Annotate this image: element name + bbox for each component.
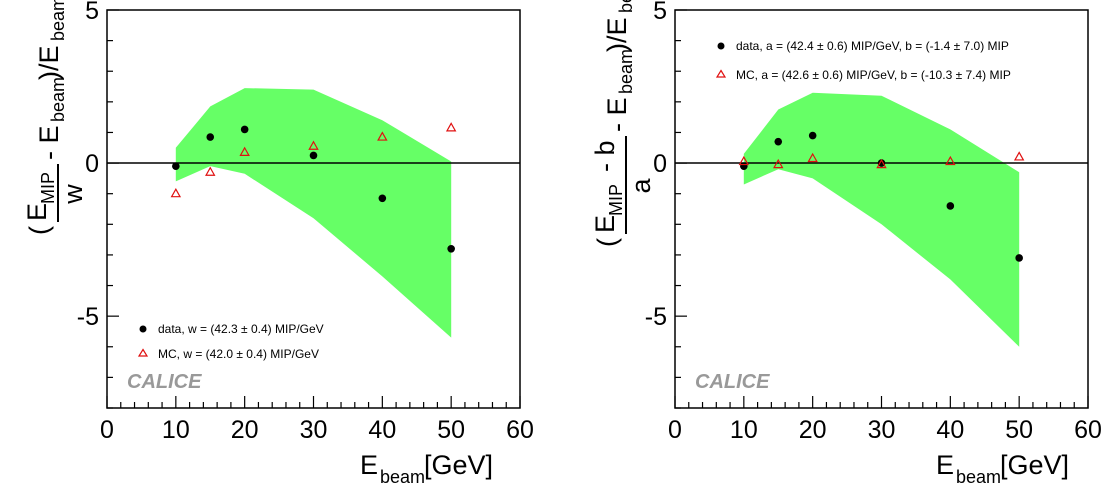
svg-text:- E: - E	[602, 97, 632, 132]
mc-point	[773, 158, 784, 169]
y-axis-label: ( E MIP - b a - E beam )/E beam [%]	[590, 0, 656, 247]
y-axis-label: ( E MIP w - E beam )/E beam [%]	[22, 0, 88, 235]
svg-text:)/E: )/E	[602, 17, 632, 52]
x-axis-label: E beam [GeV]	[360, 450, 493, 487]
svg-text:E: E	[590, 215, 620, 233]
data-point	[808, 131, 817, 140]
x-tick-label: 50	[437, 416, 465, 444]
legend: data, a = (42.4 ± 0.6) MIP/GeV, b = (-1.…	[715, 39, 1011, 82]
legend-mc-label: MC, w = (42.0 ± 0.4) MIP/GeV	[158, 347, 319, 361]
svg-text:beam: beam	[380, 467, 425, 487]
mc-point	[205, 166, 216, 176]
svg-text:beam: beam	[48, 0, 68, 41]
calice-watermark: CALICE	[695, 371, 770, 393]
svg-text:beam: beam	[616, 49, 636, 94]
svg-text:- E: - E	[34, 125, 64, 160]
x-tick-label: 0	[668, 416, 682, 444]
mc-point	[876, 158, 887, 169]
x-tick-label: 0	[100, 416, 114, 444]
mc-point	[738, 155, 750, 166]
legend-mc-label: MC, a = (42.6 ± 0.6) MIP/GeV, b = (-10.3…	[736, 68, 1011, 82]
systematic-band	[175, 88, 452, 338]
legend-mc-marker	[715, 69, 727, 78]
x-tick-label: 40	[936, 416, 964, 444]
y-tick-label: 0	[653, 150, 667, 178]
legend-mc-marker	[137, 348, 149, 357]
x-tick-label: 40	[368, 416, 396, 444]
x-axis-label: E beam [GeV]	[936, 450, 1069, 487]
x-tick-label: 30	[868, 416, 896, 444]
x-tick-label: 10	[730, 416, 758, 444]
x-tick-label: 20	[799, 416, 827, 444]
mc-point	[445, 122, 457, 132]
svg-text:MIP: MIP	[606, 184, 626, 216]
mc-point	[239, 146, 250, 156]
data-point	[309, 151, 318, 160]
mc-point	[170, 187, 182, 198]
x-tick-label: 30	[300, 416, 328, 444]
x-tick-label: 10	[162, 416, 190, 444]
svg-text:[GeV]: [GeV]	[1000, 450, 1069, 480]
svg-text:)/E: )/E	[34, 45, 64, 80]
y-tick-label: 0	[85, 150, 99, 178]
svg-text:beam: beam	[616, 0, 636, 13]
svg-text:(: (	[24, 226, 54, 235]
y-tick-label: 5	[653, 0, 667, 25]
svg-text:beam: beam	[956, 467, 1001, 487]
data-point	[447, 245, 455, 253]
data-point	[946, 202, 955, 210]
data-point	[1015, 254, 1023, 262]
legend-data-label: data, a = (42.4 ± 0.6) MIP/GeV, b = (-1.…	[736, 39, 1009, 53]
svg-text:[GeV]: [GeV]	[424, 450, 493, 480]
data-point	[240, 125, 249, 134]
legend-data-marker	[139, 325, 147, 333]
svg-text:E: E	[936, 450, 954, 480]
svg-text:MIP: MIP	[38, 172, 58, 204]
calice-watermark: CALICE	[127, 371, 202, 393]
svg-text:w: w	[58, 184, 88, 205]
data-point	[774, 137, 783, 146]
data-point	[877, 159, 886, 167]
svg-text:E: E	[360, 450, 378, 480]
svg-text:a: a	[626, 178, 656, 194]
x-tick-label: 60	[1074, 416, 1102, 444]
svg-text:beam: beam	[48, 77, 68, 122]
svg-text:(: (	[592, 238, 622, 247]
mc-point	[945, 155, 956, 166]
svg-text:- b: - b	[590, 140, 620, 172]
data-point	[740, 162, 748, 170]
data-point	[206, 133, 215, 141]
data-point	[172, 162, 180, 170]
y-tick-label: 5	[85, 0, 99, 25]
x-tick-label: 60	[506, 416, 534, 444]
x-tick-label: 50	[1005, 416, 1033, 444]
svg-text:E: E	[22, 203, 52, 221]
mc-point	[377, 131, 388, 141]
mc-point	[1013, 151, 1025, 161]
systematic-band	[743, 92, 1020, 347]
legend-data-label: data, w = (42.3 ± 0.4) MIP/GeV	[158, 322, 324, 336]
legend-data-marker	[717, 42, 725, 50]
y-tick-label: -5	[77, 303, 99, 331]
mc-point	[308, 140, 319, 150]
data-point	[378, 194, 387, 203]
y-tick-label: -5	[645, 303, 667, 331]
mc-point	[807, 152, 818, 163]
x-tick-label: 20	[231, 416, 259, 444]
legend: data, w = (42.3 ± 0.4) MIP/GeV MC, w = (…	[137, 322, 324, 361]
